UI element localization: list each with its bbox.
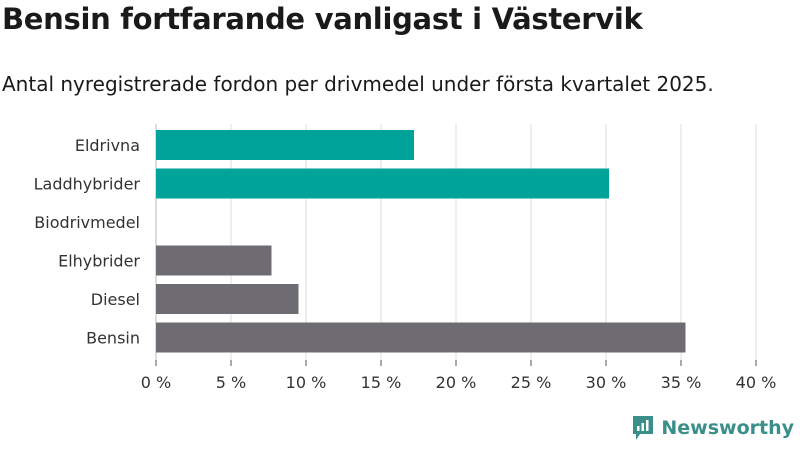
- x-tick-label: 0 %: [141, 373, 171, 392]
- x-tick-label: 15 %: [361, 373, 402, 392]
- x-tick-label: 10 %: [286, 373, 327, 392]
- bar-laddhybrider: [156, 168, 609, 199]
- grid-lines: [155, 124, 757, 366]
- category-label: Diesel: [91, 290, 140, 309]
- category-label: Bensin: [86, 329, 140, 348]
- x-tick-labels: 0 % 5 % 10 % 15 % 20 % 25 % 30 % 35 % 40 %: [141, 373, 777, 392]
- newsworthy-logo: Newsworthy: [631, 414, 794, 442]
- x-tick-label: 30 %: [586, 373, 627, 392]
- bar-bensin: [156, 322, 686, 353]
- brand-name: Newsworthy: [661, 417, 794, 439]
- bars: [156, 130, 686, 353]
- category-label: Laddhybrider: [34, 175, 141, 194]
- bar-diesel: [156, 284, 299, 314]
- bar-elhybrider: [156, 245, 272, 276]
- bar-eldrivna: [156, 130, 414, 160]
- x-tick-label: 5 %: [216, 373, 246, 392]
- x-tick-label: 20 %: [436, 373, 477, 392]
- category-labels: Eldrivna Laddhybrider Biodrivmedel Elhybrid…: [34, 136, 141, 348]
- category-label: Elhybrider: [58, 252, 140, 271]
- category-label: Eldrivna: [75, 136, 140, 155]
- chart-subtitle: Antal nyregistrerade fordon per drivmede…: [2, 72, 714, 96]
- x-tick-label: 40 %: [736, 373, 777, 392]
- chart-title: Bensin fortfarande vanligast i Västervik: [2, 2, 643, 36]
- x-tick-label: 35 %: [661, 373, 702, 392]
- newsworthy-logo-icon: [633, 416, 654, 440]
- category-label: Biodrivmedel: [34, 213, 140, 232]
- x-tick-label: 25 %: [511, 373, 552, 392]
